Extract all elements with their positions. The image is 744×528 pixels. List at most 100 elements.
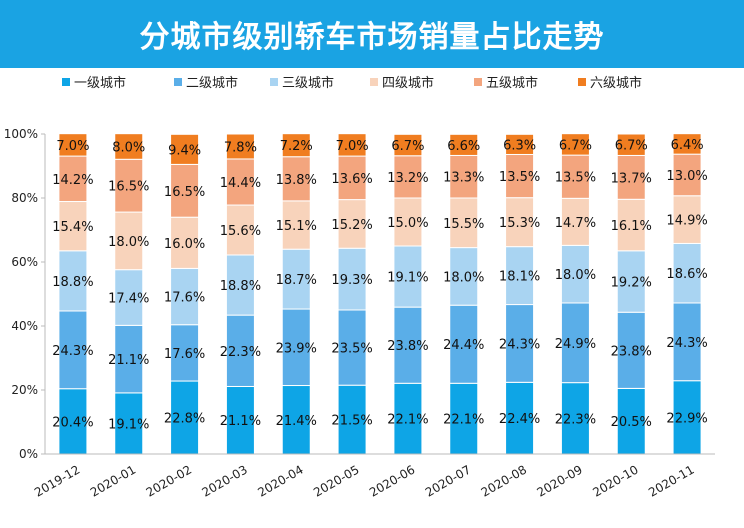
x-tick-label: 2020-07 <box>423 462 473 499</box>
bar-segment <box>225 158 255 206</box>
bar-segment <box>616 387 646 455</box>
data-label: 17.4% <box>108 292 149 307</box>
bar-segment <box>170 163 200 218</box>
data-label: 19.2% <box>611 276 652 291</box>
data-label: 24.3% <box>666 336 707 351</box>
data-label: 18.8% <box>52 275 93 290</box>
bar-segment <box>170 380 200 455</box>
data-label: 15.1% <box>276 219 317 234</box>
bar-segment <box>58 250 88 312</box>
y-tick-label: 0% <box>19 447 38 461</box>
x-tick-label: 2020-11 <box>646 462 696 499</box>
data-label: 17.6% <box>164 347 205 362</box>
x-tick-label: 2020-03 <box>199 462 249 499</box>
x-tick-label: 2020-01 <box>88 462 138 499</box>
bar-segment <box>170 133 200 165</box>
bar-segment <box>393 133 423 157</box>
data-label: 24.9% <box>555 337 596 352</box>
bar-segment <box>616 154 646 200</box>
data-label: 7.0% <box>336 139 369 154</box>
data-label: 13.7% <box>611 171 652 186</box>
chart-title: 分城市级别轿车市场销量占比走势 <box>139 20 605 55</box>
data-label: 19.3% <box>331 273 372 288</box>
bar-segment <box>114 158 144 213</box>
data-label: 20.5% <box>611 415 652 430</box>
data-label: 18.1% <box>499 270 540 285</box>
data-label: 6.4% <box>671 138 704 153</box>
bar-segment <box>281 308 311 387</box>
data-label: 13.5% <box>555 171 596 186</box>
data-label: 15.3% <box>499 216 540 231</box>
bar-segment <box>114 324 144 394</box>
y-tick-label: 80% <box>11 191 38 205</box>
bar-segment <box>560 154 590 199</box>
data-label: 13.0% <box>666 169 707 184</box>
legend-swatch <box>474 78 482 86</box>
data-label: 23.8% <box>611 344 652 359</box>
bar-segment <box>225 133 255 160</box>
bar-segment <box>337 133 367 157</box>
data-label: 14.7% <box>555 216 596 231</box>
data-label: 18.0% <box>443 270 484 285</box>
x-tick-label: 2020-05 <box>311 462 361 499</box>
bar-segment <box>672 195 702 244</box>
legend-swatch <box>270 78 278 86</box>
data-label: 13.8% <box>276 173 317 188</box>
bar-segment <box>505 153 535 199</box>
title-bar: 分城市级别轿车市场销量占比走势 <box>0 0 744 68</box>
data-label: 15.5% <box>443 217 484 232</box>
bar-segment <box>616 250 646 313</box>
bar-segment <box>114 133 144 160</box>
data-label: 9.4% <box>168 143 201 158</box>
legend-label: 五级城市 <box>486 75 538 91</box>
data-label: 16.0% <box>164 237 205 252</box>
data-label: 16.5% <box>108 180 149 195</box>
bar-segment <box>114 211 144 271</box>
bar-segment <box>616 198 646 252</box>
data-label: 15.2% <box>331 218 372 233</box>
data-label: 24.3% <box>499 337 540 352</box>
x-tick-label: 2020-09 <box>534 462 584 499</box>
data-label: 15.0% <box>387 216 428 231</box>
bar-segment <box>114 269 144 326</box>
bar-segment <box>616 311 646 389</box>
x-tick-label: 2020-04 <box>255 462 305 499</box>
legend-swatch <box>370 78 378 86</box>
data-label: 23.5% <box>331 342 372 357</box>
bar-segment <box>281 248 311 310</box>
data-label: 14.9% <box>666 214 707 229</box>
y-tick-label: 20% <box>11 383 38 397</box>
legend-label: 一级城市 <box>74 75 126 91</box>
y-tick-label: 100% <box>4 127 38 141</box>
bar-segment <box>393 245 423 308</box>
data-label: 24.4% <box>443 338 484 353</box>
data-label: 18.0% <box>555 268 596 283</box>
bar-segment <box>449 247 479 306</box>
data-label: 6.3% <box>503 138 536 153</box>
data-label: 21.4% <box>276 414 317 429</box>
bar-segment <box>560 133 590 156</box>
legend-swatch <box>578 78 586 86</box>
data-label: 13.2% <box>387 171 428 186</box>
data-label: 22.1% <box>443 413 484 428</box>
bar-segment <box>560 382 590 455</box>
x-tick-label: 2020-10 <box>590 462 640 499</box>
bar-segment <box>337 155 367 201</box>
x-tick-label: 2019-12 <box>32 462 82 499</box>
bar-segment <box>281 133 311 158</box>
x-tick-label: 2020-02 <box>144 462 194 499</box>
bar-segment <box>58 201 88 252</box>
bar-segment <box>114 392 144 455</box>
bar-segment <box>58 133 88 157</box>
data-label: 23.8% <box>387 339 428 354</box>
y-tick-label: 60% <box>11 255 38 269</box>
data-label: 22.1% <box>387 413 428 428</box>
legend-label: 六级城市 <box>590 75 642 91</box>
legend-label: 二级城市 <box>186 75 238 91</box>
bar-segment <box>672 133 702 155</box>
data-label: 17.6% <box>164 291 205 306</box>
legend-swatch <box>174 78 182 86</box>
bar-segment <box>337 199 367 249</box>
bar-segment <box>170 324 200 382</box>
bar-segment <box>449 197 479 249</box>
